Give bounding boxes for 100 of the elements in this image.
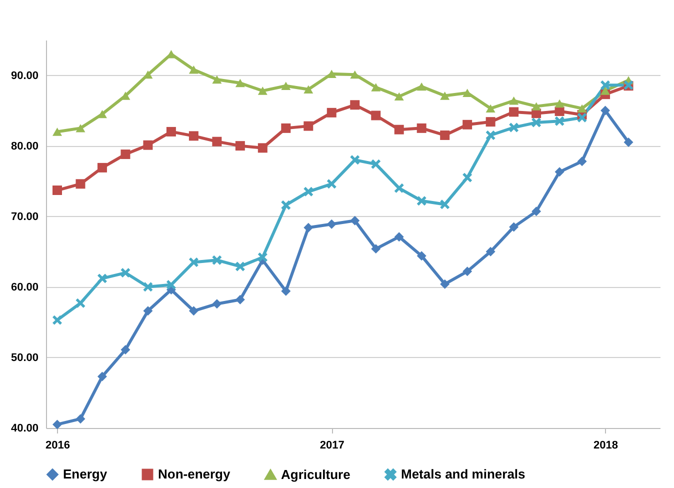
legend-label: Metals and minerals [401, 466, 526, 482]
point [235, 262, 245, 272]
point [371, 83, 381, 92]
point [462, 172, 472, 182]
y-tick-label: 80.00 [10, 140, 38, 152]
point [326, 70, 336, 78]
point [143, 140, 153, 150]
legend-label: Energy [63, 466, 108, 482]
point [143, 306, 153, 316]
point [304, 121, 314, 131]
point [600, 106, 610, 116]
point [188, 257, 198, 267]
point [235, 78, 245, 88]
point [97, 274, 107, 284]
point [486, 117, 496, 127]
point [304, 85, 314, 94]
point [350, 100, 360, 110]
point [371, 110, 381, 120]
point [462, 88, 472, 98]
point [416, 251, 426, 261]
point [326, 108, 336, 118]
point [52, 420, 62, 430]
point [350, 216, 360, 226]
point [486, 104, 496, 113]
point [281, 123, 291, 133]
point [394, 124, 404, 134]
point [304, 222, 314, 232]
point [166, 126, 176, 136]
point [440, 279, 450, 289]
point [281, 200, 291, 210]
point [235, 294, 245, 304]
point [281, 82, 291, 90]
point [120, 268, 130, 278]
point [554, 106, 564, 116]
point [416, 196, 426, 206]
point [462, 266, 472, 276]
point [326, 179, 336, 189]
point [166, 280, 176, 290]
y-tick-label: 70.00 [10, 210, 38, 223]
point [624, 138, 634, 148]
point [371, 159, 381, 169]
point [188, 306, 198, 316]
legend-label: Non-energy [158, 466, 231, 482]
point [600, 80, 610, 90]
point [554, 167, 564, 177]
point [235, 141, 245, 151]
point [532, 206, 542, 216]
point [554, 99, 564, 108]
point [120, 150, 130, 160]
point [509, 107, 519, 117]
point [212, 299, 222, 309]
point [394, 183, 404, 193]
point [120, 344, 130, 354]
x-tick-label: 2017 [320, 440, 344, 452]
point [577, 156, 587, 166]
point [577, 112, 587, 122]
point [97, 372, 107, 382]
point [212, 255, 222, 265]
point [97, 162, 107, 172]
point [371, 244, 381, 254]
point [304, 186, 314, 196]
point [97, 110, 107, 118]
point [532, 118, 542, 128]
point [188, 66, 198, 74]
point [577, 104, 587, 113]
point [212, 136, 222, 146]
point [462, 120, 472, 130]
point [350, 70, 360, 79]
y-tick-label: 40.00 [10, 422, 38, 434]
point [350, 155, 360, 165]
point [212, 75, 222, 84]
point [52, 186, 62, 196]
point [52, 315, 62, 325]
x-tick-label: 2018 [594, 440, 618, 452]
point [486, 246, 496, 256]
point [440, 130, 450, 140]
point [532, 102, 542, 110]
point [258, 252, 268, 262]
point [258, 86, 268, 95]
y-tick-label: 50.00 [10, 352, 38, 364]
point [600, 86, 610, 95]
point [509, 96, 519, 105]
point [326, 219, 336, 229]
legend-label: Agriculture [281, 466, 350, 482]
point [509, 222, 519, 232]
point [188, 131, 198, 141]
y-tick-label: 90.00 [10, 70, 38, 82]
point [258, 143, 268, 153]
point [394, 92, 404, 101]
point [440, 92, 450, 100]
point [52, 128, 62, 136]
point [394, 232, 404, 242]
point [76, 179, 86, 189]
point [486, 130, 496, 140]
point [76, 414, 86, 424]
x-tick-label: 2016 [46, 440, 70, 452]
point [143, 282, 153, 292]
point [281, 286, 291, 296]
point [76, 298, 86, 308]
point [509, 122, 519, 132]
